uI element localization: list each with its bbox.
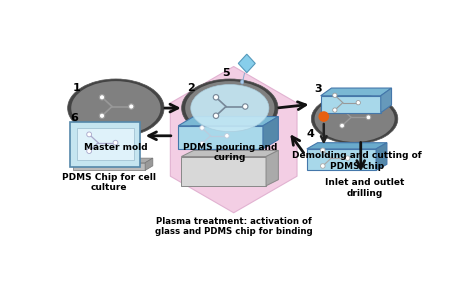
Polygon shape	[321, 96, 381, 113]
Polygon shape	[182, 150, 278, 157]
Text: Demolding and cutting of
PDMS chip: Demolding and cutting of PDMS chip	[292, 151, 422, 171]
Text: PDMS Chip for cell
culture: PDMS Chip for cell culture	[62, 173, 156, 192]
Ellipse shape	[312, 110, 397, 135]
Circle shape	[87, 149, 91, 153]
Polygon shape	[321, 88, 392, 96]
Text: 5: 5	[222, 68, 230, 78]
Ellipse shape	[185, 81, 274, 135]
Text: Plasma treatment: activation of
glass and PDMS chip for binding: Plasma treatment: activation of glass an…	[155, 217, 312, 236]
Circle shape	[356, 100, 360, 105]
Ellipse shape	[71, 81, 161, 135]
Polygon shape	[178, 116, 278, 126]
Polygon shape	[77, 128, 134, 160]
Text: 1: 1	[73, 83, 81, 93]
Ellipse shape	[183, 97, 277, 127]
Circle shape	[113, 140, 118, 145]
Circle shape	[213, 113, 219, 118]
Circle shape	[333, 108, 337, 112]
Text: 3: 3	[315, 84, 322, 94]
Circle shape	[87, 132, 91, 137]
Text: Master mold: Master mold	[84, 143, 148, 152]
Polygon shape	[238, 54, 255, 73]
Polygon shape	[307, 143, 387, 149]
Circle shape	[225, 134, 229, 138]
Circle shape	[319, 112, 328, 121]
Circle shape	[333, 93, 337, 97]
Circle shape	[320, 148, 325, 152]
Polygon shape	[182, 157, 266, 186]
Text: PDMS pouring and
curing: PDMS pouring and curing	[182, 143, 277, 162]
Circle shape	[346, 156, 350, 160]
Text: 6: 6	[71, 113, 78, 123]
Circle shape	[128, 104, 134, 109]
Ellipse shape	[315, 96, 395, 142]
Polygon shape	[73, 158, 153, 163]
Circle shape	[213, 95, 219, 100]
Ellipse shape	[191, 84, 269, 132]
Circle shape	[100, 113, 105, 118]
Circle shape	[340, 107, 345, 111]
Polygon shape	[266, 150, 278, 186]
Text: Inlet and outlet
drilling: Inlet and outlet drilling	[325, 178, 404, 198]
Polygon shape	[178, 126, 263, 149]
Circle shape	[340, 123, 345, 128]
Circle shape	[100, 95, 105, 100]
Ellipse shape	[69, 97, 163, 127]
Circle shape	[320, 164, 325, 168]
Circle shape	[200, 141, 204, 146]
Circle shape	[243, 104, 248, 109]
Ellipse shape	[241, 80, 244, 84]
Ellipse shape	[68, 79, 164, 137]
Polygon shape	[381, 88, 392, 113]
Ellipse shape	[311, 94, 398, 144]
Polygon shape	[263, 116, 278, 149]
Circle shape	[200, 126, 204, 130]
Circle shape	[366, 115, 371, 120]
Polygon shape	[145, 158, 153, 171]
Text: 2: 2	[187, 83, 194, 93]
Text: 4: 4	[307, 129, 315, 139]
Polygon shape	[170, 66, 297, 213]
Ellipse shape	[182, 79, 278, 137]
Polygon shape	[307, 149, 376, 171]
Polygon shape	[71, 122, 140, 166]
Polygon shape	[376, 143, 387, 171]
Polygon shape	[73, 163, 145, 171]
